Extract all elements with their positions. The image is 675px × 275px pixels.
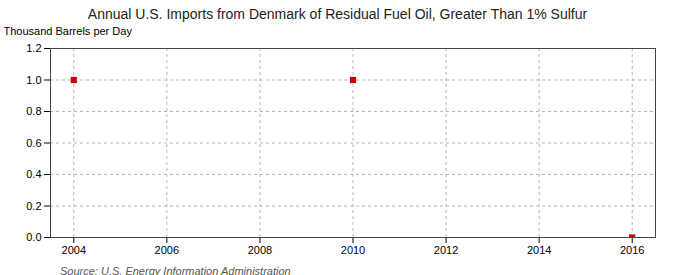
svg-text:0.4: 0.4 — [26, 168, 41, 180]
svg-text:2014: 2014 — [527, 244, 551, 256]
svg-text:Thousand Barrels per Day: Thousand Barrels per Day — [4, 25, 133, 37]
svg-text:1.0: 1.0 — [26, 74, 41, 86]
svg-text:0.0: 0.0 — [26, 231, 41, 243]
svg-text:0.6: 0.6 — [26, 137, 41, 149]
svg-text:2010: 2010 — [341, 244, 365, 256]
svg-text:1.2: 1.2 — [26, 42, 41, 54]
svg-text:2016: 2016 — [620, 244, 644, 256]
svg-text:0.2: 0.2 — [26, 200, 41, 212]
svg-text:2004: 2004 — [62, 244, 86, 256]
svg-text:2012: 2012 — [434, 244, 458, 256]
svg-text:2006: 2006 — [155, 244, 179, 256]
html-text:Annual U.S. Imports from Denma: Annual U.S. Imports from Denmark of Resi… — [87, 6, 588, 22]
svg-text:2008: 2008 — [248, 244, 272, 256]
svg-text:0.8: 0.8 — [26, 105, 41, 117]
